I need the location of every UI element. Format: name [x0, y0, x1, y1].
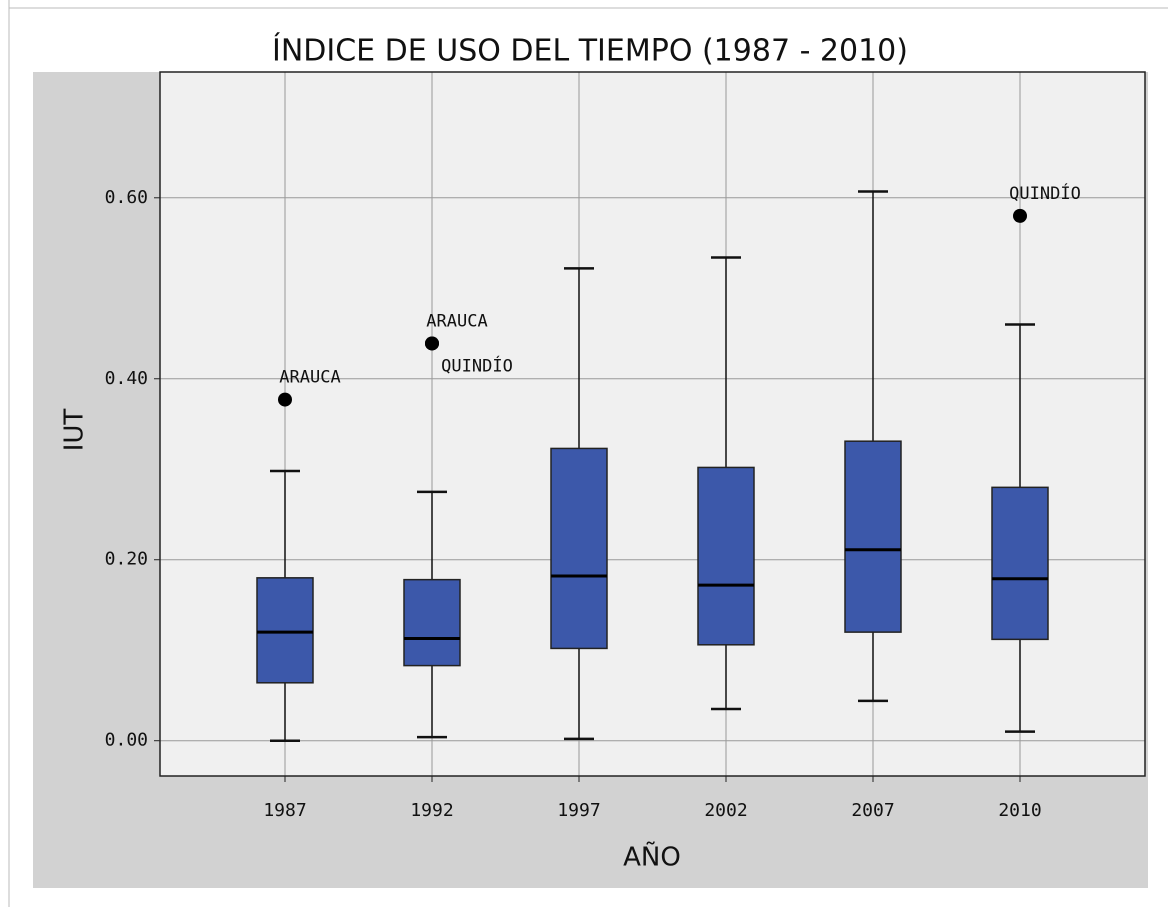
chart-title: ÍNDICE DE USO DEL TIEMPO (1987 - 2010) [272, 33, 908, 69]
y-tick-label: 0.00 [105, 730, 148, 751]
x-tick-label: 1987 [263, 800, 306, 821]
x-axis-label: AÑO [623, 841, 681, 873]
y-tick-label: 0.40 [105, 368, 148, 389]
x-tick-label: 2007 [851, 800, 894, 821]
plot-border [159, 71, 1146, 777]
y-axis-label: IUT [60, 409, 90, 452]
outlier-label: ARAUCA [426, 311, 487, 331]
plot-area [160, 72, 1145, 776]
box [256, 577, 314, 684]
x-tick-label: 2002 [704, 800, 747, 821]
outlier [1013, 208, 1027, 223]
box [991, 486, 1049, 641]
x-tick-label: 1997 [557, 800, 600, 821]
box [403, 578, 461, 667]
outlier-label: QUINDÍO [441, 354, 513, 376]
outlier-label: QUINDÍO [1009, 182, 1081, 204]
x-tick-label: 2010 [998, 800, 1041, 821]
box [697, 466, 755, 646]
outlier [278, 392, 292, 407]
outlier-label: ARAUCA [279, 368, 340, 388]
x-tick-label: 1992 [410, 800, 453, 821]
y-tick-label: 0.20 [105, 549, 148, 570]
y-tick-label: 0.60 [105, 187, 148, 208]
outlier [425, 336, 439, 351]
box [550, 447, 608, 650]
box [844, 440, 902, 633]
